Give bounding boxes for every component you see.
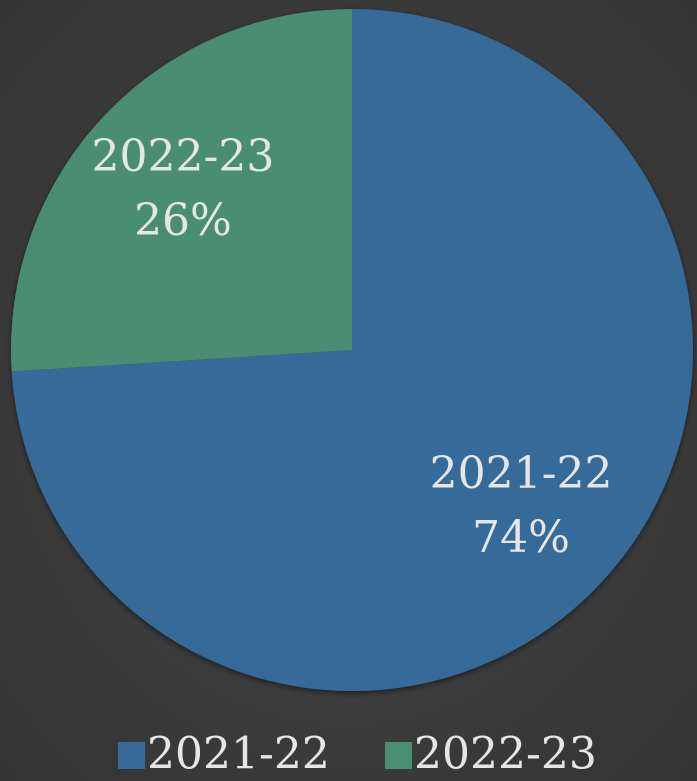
slice-category-label: 2021-22 <box>430 448 613 499</box>
pie-slice <box>11 9 693 691</box>
legend-swatch <box>118 742 145 769</box>
legend-label: 2021-22 <box>147 729 330 780</box>
pie-slice <box>10 9 352 372</box>
legend: 2021-22 2022-23 <box>118 729 597 780</box>
slice-category-label: 2022-23 <box>92 131 275 182</box>
legend-swatch <box>385 742 412 769</box>
legend-label: 2022-23 <box>414 729 597 780</box>
slice-value-label: 74% <box>472 512 570 563</box>
data-labels: 2021-22 74% 2022-23 26% <box>92 131 613 563</box>
pie <box>10 9 693 691</box>
slice-value-label: 26% <box>134 195 232 246</box>
